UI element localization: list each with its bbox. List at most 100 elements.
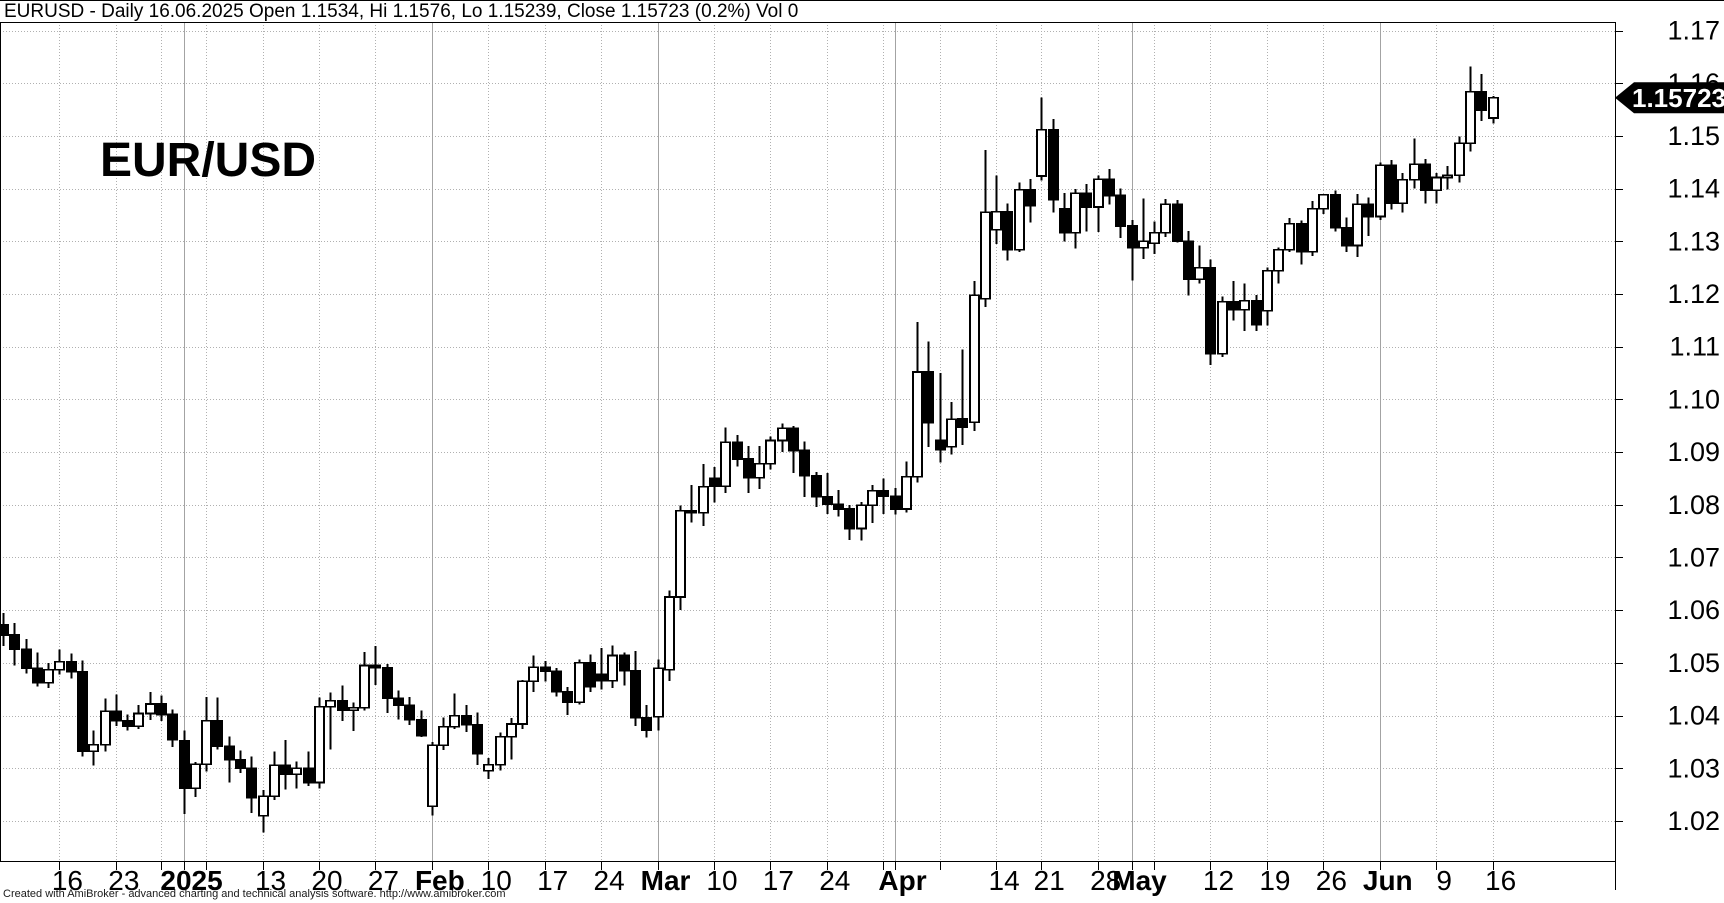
candle-body-up xyxy=(1307,207,1318,253)
candle xyxy=(1093,175,1104,232)
candle-body-up xyxy=(1194,266,1205,281)
candle xyxy=(404,697,415,726)
candle-body-up xyxy=(653,667,664,718)
candle-body-up xyxy=(720,441,731,488)
candle-body-up xyxy=(1093,178,1104,208)
candle xyxy=(348,702,359,731)
candle xyxy=(438,717,449,750)
candle xyxy=(54,649,65,675)
candle xyxy=(822,473,833,514)
candle-body-up xyxy=(1036,128,1047,177)
candle-body-up xyxy=(348,706,359,712)
candle xyxy=(788,425,799,474)
candle xyxy=(856,502,867,541)
candle xyxy=(88,730,99,766)
candle-body-up xyxy=(1160,203,1171,234)
candle-body-up xyxy=(517,680,528,725)
candle xyxy=(156,695,167,721)
candle xyxy=(9,622,20,666)
price-axis-label: 1.03 xyxy=(1667,753,1720,783)
candle-body-down xyxy=(303,767,314,784)
candle xyxy=(303,751,314,787)
candle-body-down xyxy=(1420,163,1431,191)
candle xyxy=(1431,172,1442,204)
date-axis-label: Mar xyxy=(641,865,691,896)
candle-body-up xyxy=(1397,178,1408,205)
candle-body-down xyxy=(404,704,415,721)
candle-body-down xyxy=(630,670,641,719)
price-axis-label: 1.07 xyxy=(1667,543,1720,573)
candle-body-down xyxy=(1048,128,1059,201)
candle xyxy=(427,741,438,816)
candle-body-down xyxy=(1251,300,1262,326)
candle xyxy=(1172,200,1183,243)
candle-body-up xyxy=(43,668,54,684)
candle-body-down xyxy=(686,509,697,514)
candle-body-down xyxy=(1104,178,1115,197)
candle-body-down xyxy=(1341,226,1352,247)
candle-body-down xyxy=(1476,90,1487,111)
candle-body-down xyxy=(212,720,223,747)
candle xyxy=(1284,218,1295,252)
candle xyxy=(370,646,381,686)
candle xyxy=(269,751,280,800)
candle xyxy=(596,648,607,690)
candle xyxy=(1070,189,1081,249)
candle-body-up xyxy=(664,596,675,671)
candle xyxy=(1025,179,1036,223)
date-axis-label: 17 xyxy=(763,865,794,896)
candle-body-down xyxy=(1127,225,1138,249)
candle-body-up xyxy=(777,427,788,442)
candle xyxy=(1307,201,1318,257)
candle-body-down xyxy=(1296,223,1307,253)
candle-body-down xyxy=(1386,164,1397,205)
candle-body-down xyxy=(890,495,901,510)
candle-body-up xyxy=(1273,248,1284,272)
candle-body-down xyxy=(811,475,822,498)
price-axis-label: 1.15 xyxy=(1667,121,1720,151)
candle-body-up xyxy=(483,763,494,772)
candle xyxy=(991,175,1002,244)
candle-body-down xyxy=(1172,203,1183,243)
grid-layer xyxy=(0,22,1615,861)
candle-body-down xyxy=(799,449,810,477)
candle xyxy=(32,652,43,687)
candle-body-up xyxy=(506,723,517,738)
last-price-label: 1.15723 xyxy=(1632,83,1724,113)
candle xyxy=(641,705,652,738)
candle-body-down xyxy=(246,767,257,799)
candle xyxy=(280,739,291,790)
candle xyxy=(540,660,551,682)
candle-body-up xyxy=(190,763,201,790)
candle-layer[interactable] xyxy=(0,66,1499,833)
candle xyxy=(1059,192,1070,242)
candle xyxy=(449,693,460,729)
candle xyxy=(619,652,630,686)
date-axis-label: 9 xyxy=(1436,865,1452,896)
candle xyxy=(878,478,889,514)
candle-body-down xyxy=(709,477,720,488)
candle xyxy=(969,280,980,432)
candle-body-up xyxy=(133,712,144,727)
candle xyxy=(1341,217,1352,252)
price-axis-label: 1.17 xyxy=(1667,16,1720,46)
candle-body-down xyxy=(122,720,133,727)
candle-body-down xyxy=(156,703,167,716)
candle-body-up xyxy=(607,654,618,682)
candle xyxy=(66,653,77,679)
date-axis-label: Jun xyxy=(1363,865,1413,896)
candle xyxy=(1138,198,1149,260)
date-axis-label: 16 xyxy=(1485,865,1516,896)
candle-body-down xyxy=(923,371,934,424)
candle-body-down xyxy=(167,713,178,741)
candle xyxy=(167,709,178,748)
candle-body-down xyxy=(416,719,427,737)
price-axis-label: 1.05 xyxy=(1667,648,1720,678)
candle xyxy=(517,679,528,729)
candle xyxy=(551,668,562,697)
candle xyxy=(1160,199,1171,238)
candle xyxy=(1363,197,1374,237)
candle-body-up xyxy=(1375,164,1386,218)
